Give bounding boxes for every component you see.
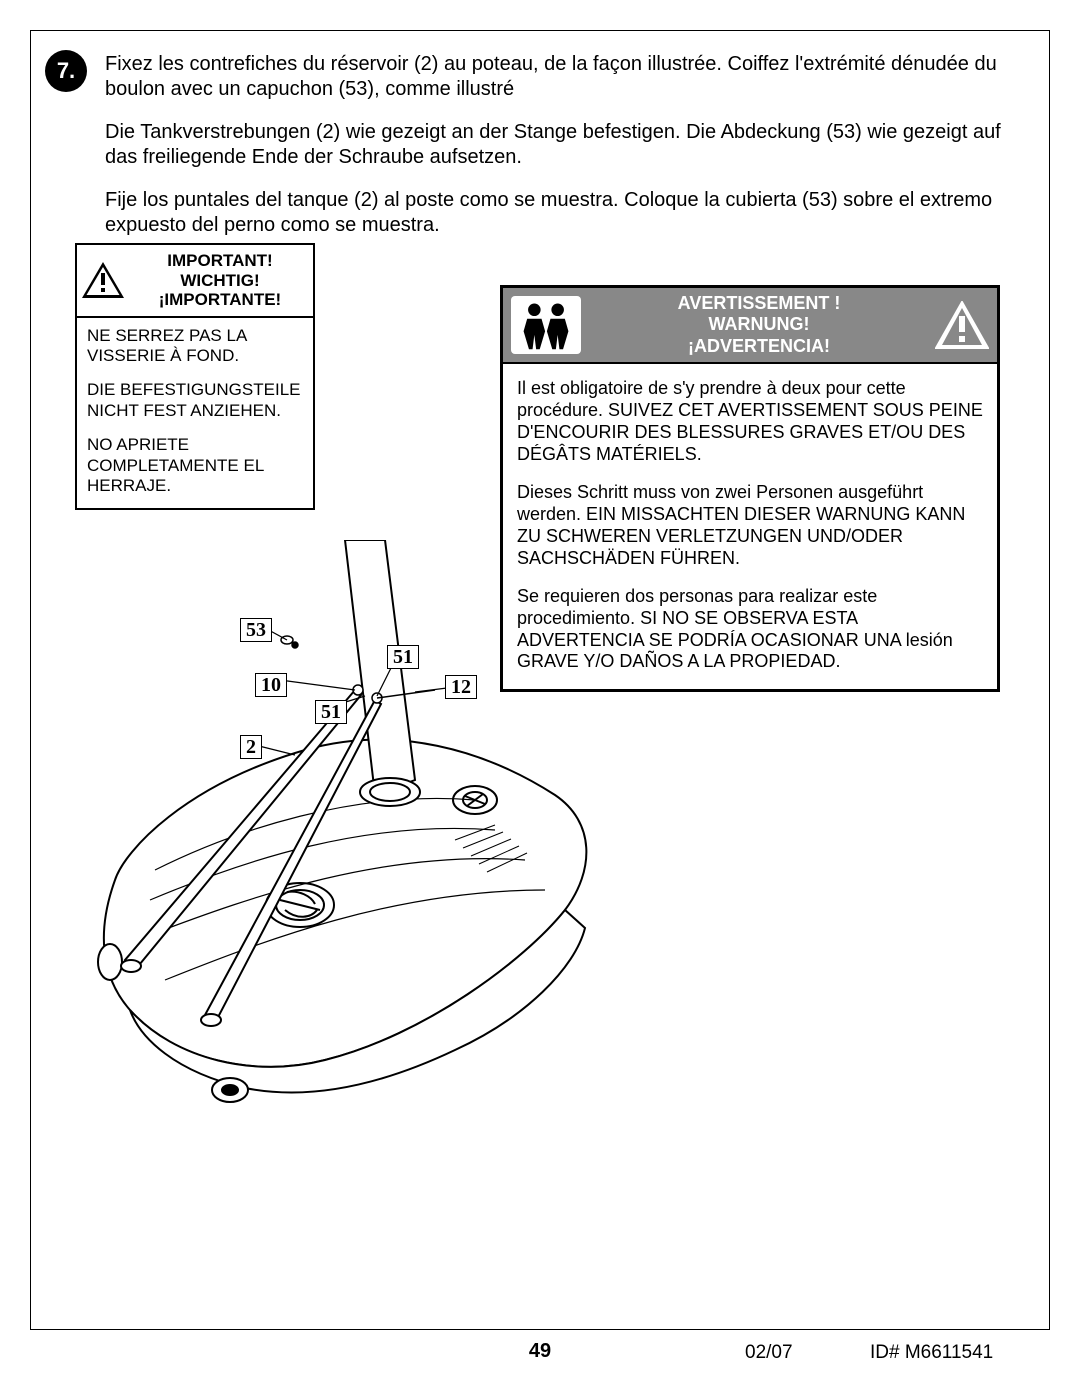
warning-title-fr: AVERTISSEMENT ! <box>591 293 927 315</box>
footer-id: ID# M6611541 <box>870 1342 993 1364</box>
important-body-es: NO APRIETE COMPLETAMENTE EL HERRAJE. <box>87 435 303 496</box>
callout-2: 2 <box>240 735 262 759</box>
callout-51a: 51 <box>387 645 419 669</box>
warning-body-fr: Il est obligatoire de s'y prendre à deux… <box>517 378 983 466</box>
important-body-fr: NE SERREZ PAS LA VISSERIE À FOND. <box>87 326 303 367</box>
important-titles: IMPORTANT! WICHTIG! ¡IMPORTANTE! <box>131 251 309 310</box>
two-person-icon <box>511 296 581 354</box>
important-box: IMPORTANT! WICHTIG! ¡IMPORTANTE! NE SERR… <box>75 243 315 510</box>
step-number-badge: 7. <box>45 50 87 92</box>
assembly-diagram: 53 51 10 51 12 2 <box>55 540 615 1120</box>
warning-title-es: ¡ADVERTENCIA! <box>591 336 927 358</box>
warning-titles: AVERTISSEMENT ! WARNUNG! ¡ADVERTENCIA! <box>591 293 927 358</box>
important-title-de: WICHTIG! <box>131 271 309 291</box>
callout-53: 53 <box>240 618 272 642</box>
callout-10: 10 <box>255 673 287 697</box>
important-title-en: IMPORTANT! <box>131 251 309 271</box>
warning-title-de: WARNUNG! <box>591 314 927 336</box>
warning-triangle-icon <box>81 261 125 299</box>
warning-header: AVERTISSEMENT ! WARNUNG! ¡ADVERTENCIA! <box>503 288 997 362</box>
instruction-text-block: Fixez les contrefiches du réservoir (2) … <box>105 52 1025 256</box>
callout-12: 12 <box>445 675 477 699</box>
important-body: NE SERREZ PAS LA VISSERIE À FOND. DIE BE… <box>77 316 313 509</box>
warning-triangle-icon <box>935 301 989 349</box>
instruction-fr: Fixez les contrefiches du réservoir (2) … <box>105 52 1025 102</box>
callout-51b: 51 <box>315 700 347 724</box>
instruction-es: Fije los puntales del tanque (2) al post… <box>105 188 1025 238</box>
page: 7. Fixez les contrefiches du réservoir (… <box>0 0 1080 1397</box>
important-title-es: ¡IMPORTANTE! <box>131 290 309 310</box>
important-header: IMPORTANT! WICHTIG! ¡IMPORTANTE! <box>77 245 313 316</box>
step-number: 7. <box>57 58 75 84</box>
instruction-de: Die Tankverstrebungen (2) wie gezeigt an… <box>105 120 1025 170</box>
important-body-de: DIE BEFESTIGUNGSTEILE NICHT FEST ANZIEHE… <box>87 380 303 421</box>
footer-date: 02/07 <box>745 1342 793 1364</box>
